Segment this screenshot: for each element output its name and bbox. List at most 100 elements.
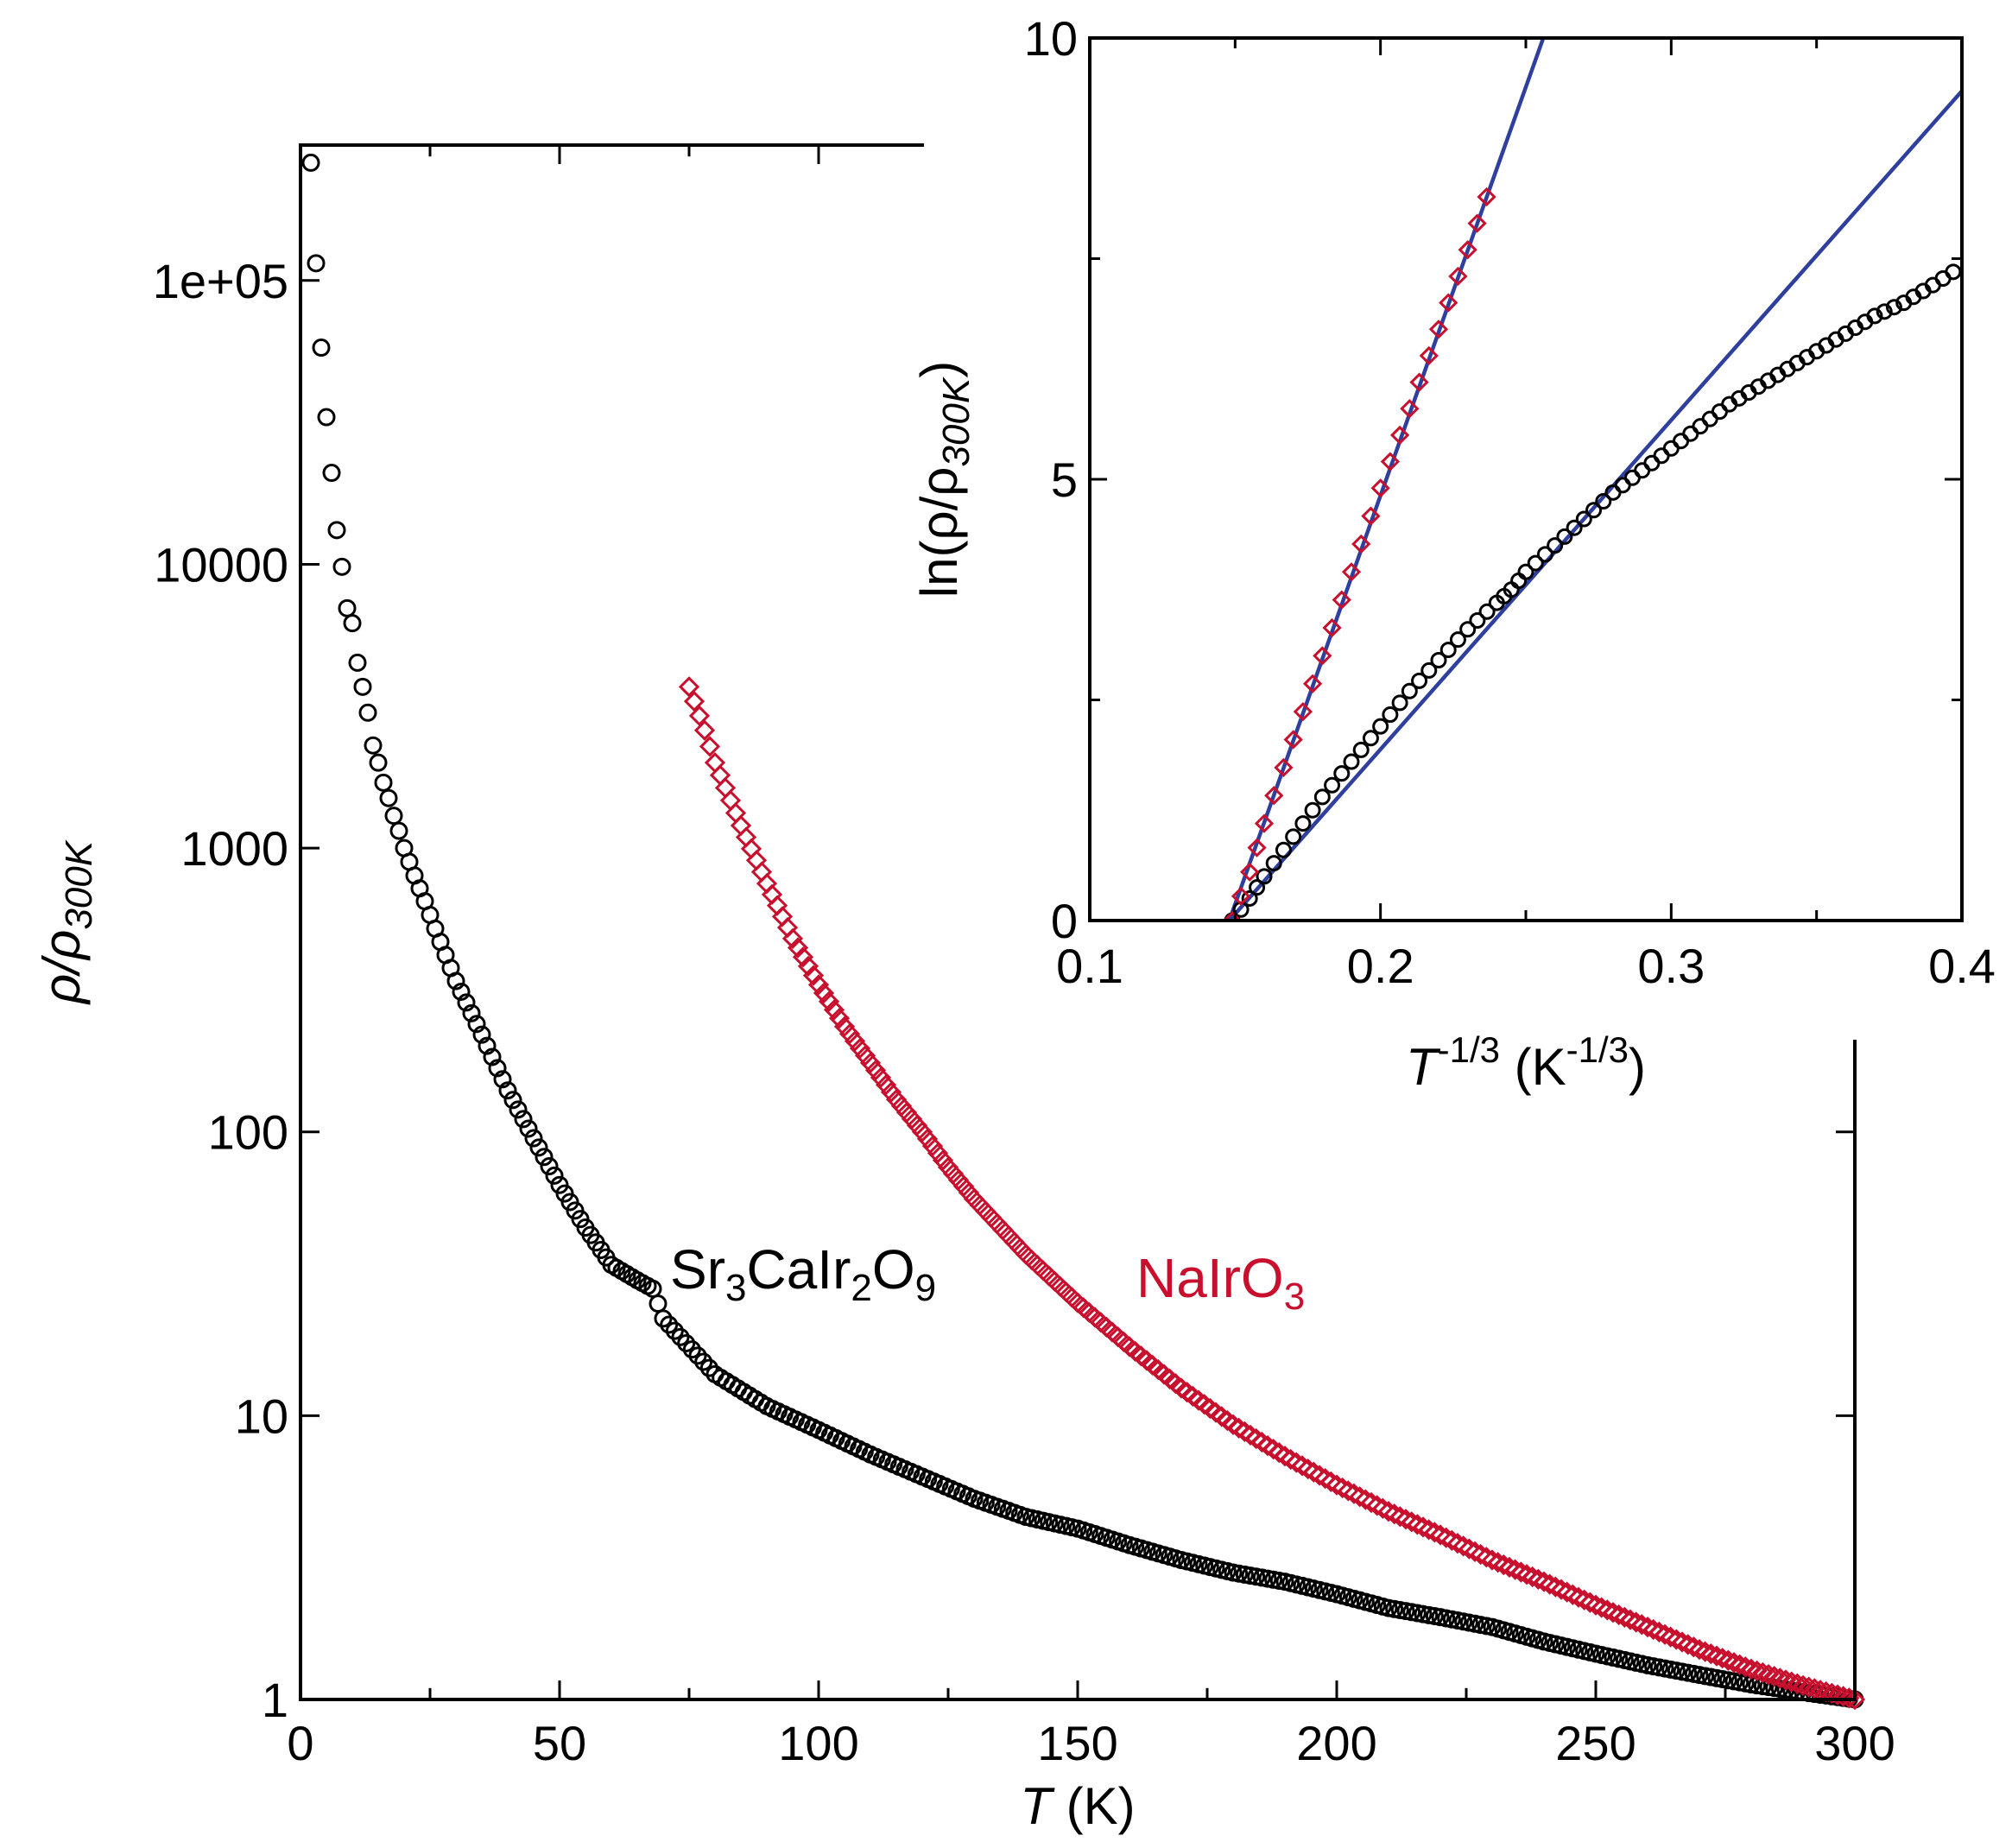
main-point-nairo3 <box>1694 1641 1716 1662</box>
main-x-tick-label: 250 <box>1555 1716 1636 1770</box>
main-point-sr3cair2o9 <box>649 1294 668 1313</box>
main-point-nairo3 <box>1528 1568 1549 1590</box>
main-point-nairo3 <box>1573 1589 1595 1611</box>
main-point-nairo3 <box>745 850 768 871</box>
inset-plot: 0.1 0.2 0.3 0.4 0 5 10 T-1/3 (K-1/3) ln(ρ/ρ300… <box>910 11 1996 1096</box>
main-point-nairo3 <box>1476 1547 1497 1568</box>
series-label-nairo3: NaIrO3 <box>1136 1247 1305 1318</box>
main-point-nairo3 <box>1320 1471 1342 1493</box>
main-point-nairo3 <box>1395 1509 1417 1530</box>
main-point-nairo3 <box>1383 1503 1405 1525</box>
main-point-sr3cair2o9 <box>384 807 403 826</box>
inset-point-nairo3 <box>1341 562 1362 582</box>
inset-point-nairo3 <box>1428 320 1449 339</box>
inset-series-layer <box>1222 38 1962 921</box>
main-point-sr3cair2o9 <box>338 598 357 617</box>
main-point-nairo3 <box>1804 1678 1825 1699</box>
main-point-nairo3 <box>980 1206 1003 1228</box>
inset-point-sr3cair2o9 <box>1945 263 1962 281</box>
main-point-nairo3 <box>1228 1417 1250 1439</box>
inset-point-nairo3 <box>1302 674 1323 693</box>
main-point-sr3cair2o9 <box>503 1091 522 1110</box>
inset-y-tick-label: 0 <box>1051 894 1078 948</box>
main-point-nairo3 <box>1636 1616 1659 1638</box>
inset-fit-sr3cair2o9-line <box>1227 89 1962 921</box>
inset-x-axis-title: T-1/3 (K-1/3) <box>1406 1029 1646 1096</box>
main-point-sr3cair2o9 <box>514 1110 533 1129</box>
main-y-axis-title: ρ/ρ300K <box>33 839 100 1005</box>
main-point-nairo3 <box>1821 1682 1843 1704</box>
main-point-sr3cair2o9 <box>509 1100 528 1119</box>
main-point-nairo3 <box>1372 1497 1394 1519</box>
main-point-nairo3 <box>693 719 716 741</box>
inset-point-nairo3 <box>1247 838 1267 858</box>
main-point-sr3cair2o9 <box>488 1059 507 1078</box>
main-point-nairo3 <box>1504 1559 1526 1580</box>
main-y-tick-label: 1e+05 <box>153 254 288 308</box>
inset-y-axis-title: ln(ρ/ρ300K) <box>910 361 978 598</box>
main-point-nairo3 <box>1389 1506 1411 1528</box>
main-point-nairo3 <box>1338 1480 1359 1502</box>
inset-point-sr3cair2o9 <box>1439 642 1457 659</box>
main-point-nairo3 <box>1314 1468 1336 1490</box>
main-point-nairo3 <box>781 927 804 949</box>
inset-point-sr3cair2o9 <box>1547 537 1564 554</box>
main-point-nairo3 <box>1515 1564 1538 1585</box>
main-point-nairo3 <box>1291 1455 1313 1477</box>
inset-point-sr3cair2o9 <box>1343 753 1360 770</box>
inset-y-tick-label: 10 <box>1024 11 1078 66</box>
inset-point-sr3cair2o9 <box>1449 631 1466 649</box>
main-point-nairo3 <box>1429 1524 1452 1546</box>
main-point-nairo3 <box>1597 1599 1618 1621</box>
main-point-nairo3 <box>683 691 705 712</box>
inset-point-sr3cair2o9 <box>1866 307 1883 325</box>
inset-point-nairo3 <box>1274 757 1294 777</box>
inset-point-nairo3 <box>1240 862 1260 882</box>
main-point-nairo3 <box>1723 1652 1745 1674</box>
inset-tick-labels: 0.1 0.2 0.3 0.4 0 5 10 <box>1024 11 1996 993</box>
main-point-nairo3 <box>1826 1684 1849 1706</box>
main-point-sr3cair2o9 <box>312 339 331 358</box>
inset-point-sr3cair2o9 <box>1382 706 1399 724</box>
inset-point-sr3cair2o9 <box>1241 889 1258 907</box>
main-point-nairo3 <box>1280 1448 1301 1471</box>
main-point-nairo3 <box>1718 1649 1739 1671</box>
inset-point-nairo3 <box>1361 506 1381 526</box>
inset-point-nairo3 <box>1380 452 1401 471</box>
main-point-nairo3 <box>1735 1656 1756 1678</box>
inset-point-sr3cair2o9 <box>1294 815 1312 832</box>
inset-point-sr3cair2o9 <box>1249 879 1266 896</box>
main-point-nairo3 <box>833 1016 856 1037</box>
main-point-nairo3 <box>1792 1674 1814 1696</box>
main-point-nairo3 <box>828 1007 851 1029</box>
main-point-nairo3 <box>678 676 700 698</box>
main-series-nairo3 <box>678 676 1866 1711</box>
main-point-nairo3 <box>1493 1554 1515 1576</box>
main-point-nairo3 <box>916 1128 939 1150</box>
main-point-nairo3 <box>859 1052 882 1073</box>
inset-x-tick-label: 0.3 <box>1637 939 1705 993</box>
main-point-sr3cair2o9 <box>524 1129 543 1148</box>
main-point-nairo3 <box>1763 1666 1785 1687</box>
main-point-nairo3 <box>1256 1434 1279 1457</box>
main-point-nairo3 <box>1666 1629 1687 1650</box>
inset-point-nairo3 <box>1467 213 1487 233</box>
inset-x-tick-label: 0.4 <box>1928 939 1996 993</box>
main-point-sr3cair2o9 <box>322 464 341 483</box>
main-point-sr3cair2o9 <box>540 1157 559 1176</box>
main-point-sr3cair2o9 <box>301 153 320 172</box>
main-point-nairo3 <box>1481 1549 1503 1571</box>
main-point-nairo3 <box>1567 1586 1590 1608</box>
main-point-nairo3 <box>1539 1573 1560 1595</box>
inset-point-nairo3 <box>1409 372 1429 392</box>
main-y-tick-label: 1 <box>262 1673 288 1727</box>
main-point-nairo3 <box>1711 1648 1733 1669</box>
main-point-nairo3 <box>1003 1231 1025 1253</box>
main-point-sr3cair2o9 <box>343 614 362 633</box>
inset-point-sr3cair2o9 <box>1556 528 1573 545</box>
inset-point-sr3cair2o9 <box>1575 510 1592 528</box>
main-point-nairo3 <box>1660 1626 1681 1648</box>
main-point-sr3cair2o9 <box>457 993 476 1012</box>
main-point-sr3cair2o9 <box>545 1166 564 1185</box>
